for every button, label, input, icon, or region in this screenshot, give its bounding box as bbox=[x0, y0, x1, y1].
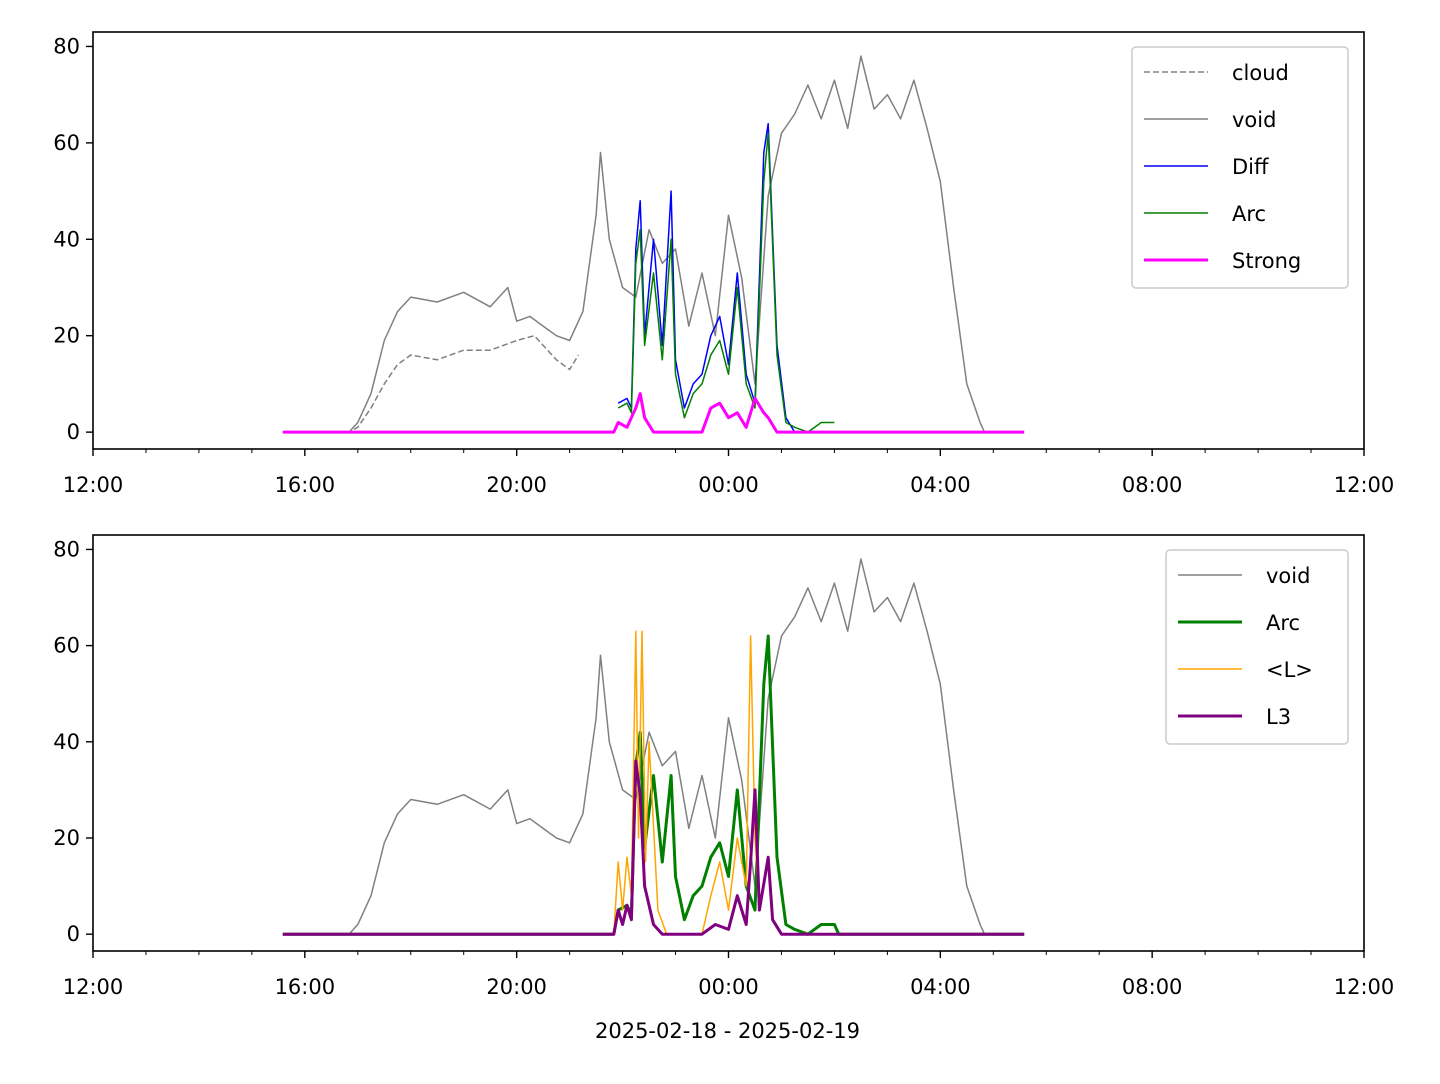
x-tick-label: 04:00 bbox=[910, 473, 971, 497]
x-tick-label: 08:00 bbox=[1122, 975, 1183, 999]
legend: void Arc <L> L3 bbox=[1165, 549, 1349, 745]
y-tick-label: 0 bbox=[67, 922, 80, 946]
legend-label: void bbox=[1232, 108, 1276, 132]
x-tick-label: 12:00 bbox=[1334, 473, 1395, 497]
y-tick-label: 60 bbox=[53, 131, 80, 155]
x-tick-label: 16:00 bbox=[275, 975, 336, 999]
legend-label: Strong bbox=[1232, 249, 1301, 273]
axes-2: 0 20 40 60 80 12:00 16:00 20:00 00:00 04:00 08:00 1… bbox=[53, 534, 1395, 1043]
legend-label: cloud bbox=[1232, 61, 1289, 85]
x-tick-label: 16:00 bbox=[275, 473, 336, 497]
legend-frame bbox=[1165, 549, 1349, 745]
legend-label: Arc bbox=[1266, 611, 1300, 635]
x-tick-label: 12:00 bbox=[63, 975, 124, 999]
legend-label: L3 bbox=[1266, 705, 1291, 729]
x-axis-label: 2025-02-18 - 2025-02-19 bbox=[595, 1019, 860, 1043]
x-tick-label: 08:00 bbox=[1122, 473, 1183, 497]
series-line-l3 bbox=[282, 759, 1025, 936]
series-line-strong bbox=[282, 392, 1025, 434]
series-group bbox=[282, 558, 1025, 936]
axes-1: 0 20 40 60 80 12:00 16:00 20:00 00:00 04:00 08:00 1… bbox=[53, 31, 1395, 497]
series-line-arc bbox=[617, 132, 835, 433]
legend: cloud void Diff Arc Strong bbox=[1131, 46, 1349, 289]
x-tick-label: 12:00 bbox=[1334, 975, 1395, 999]
legend-label: <L> bbox=[1266, 658, 1313, 682]
series-line-diff bbox=[617, 122, 796, 433]
x-tick-label: 20:00 bbox=[486, 473, 547, 497]
y-tick-label: 20 bbox=[53, 826, 80, 850]
legend-label: Diff bbox=[1232, 155, 1269, 179]
y-tick-label: 20 bbox=[53, 324, 80, 348]
series-group bbox=[282, 55, 1025, 434]
legend-label: void bbox=[1266, 564, 1310, 588]
series-line-void bbox=[282, 558, 986, 935]
y-tick-label: 40 bbox=[53, 730, 80, 754]
y-tick-label: 40 bbox=[53, 227, 80, 251]
y-tick-label: 0 bbox=[67, 420, 80, 444]
y-tick-label: 80 bbox=[53, 537, 80, 561]
x-tick-label: 20:00 bbox=[486, 975, 547, 999]
legend-frame bbox=[1131, 46, 1349, 289]
x-tick-label: 12:00 bbox=[63, 473, 124, 497]
x-tick-label: 00:00 bbox=[698, 473, 759, 497]
series-line-cloud bbox=[282, 334, 580, 433]
y-tick-label: 60 bbox=[53, 634, 80, 658]
x-tick-label: 04:00 bbox=[910, 975, 971, 999]
series-line-void bbox=[282, 55, 986, 433]
legend-label: Arc bbox=[1232, 202, 1266, 226]
x-tick-label: 00:00 bbox=[698, 975, 759, 999]
y-tick-label: 80 bbox=[53, 34, 80, 58]
